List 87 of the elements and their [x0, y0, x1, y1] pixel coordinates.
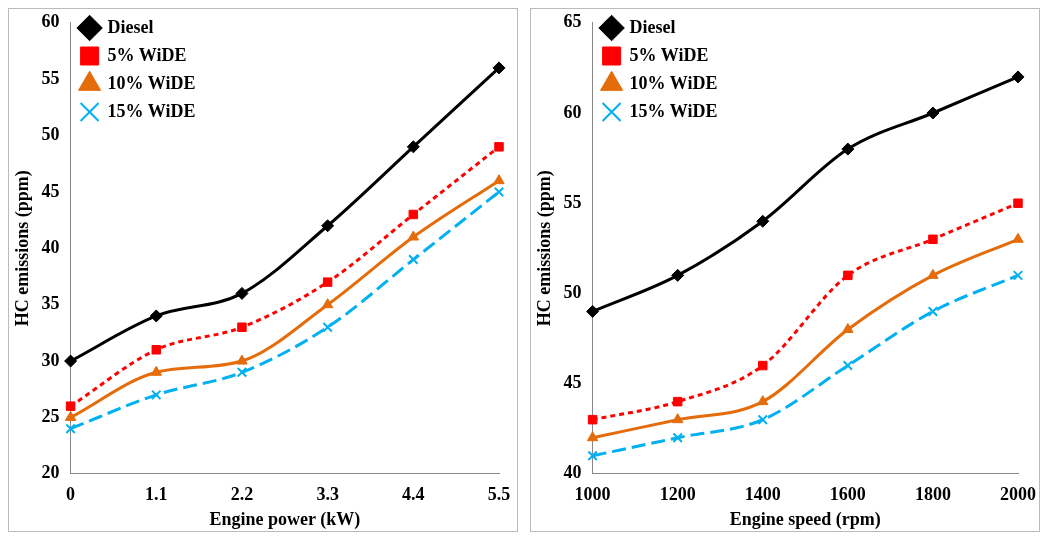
x-tick-label: 1600	[829, 484, 866, 505]
point	[842, 360, 854, 371]
x-tick-label: 3.3	[316, 484, 339, 505]
x-tick-label: 4.4	[402, 484, 425, 505]
y-tick-label: 40	[563, 462, 582, 483]
point	[671, 413, 684, 424]
y-axis-title: HC emissions (ppm)	[534, 170, 556, 327]
y-tick-label: 30	[41, 349, 60, 370]
legend-label: Diesel	[629, 16, 676, 37]
point	[493, 186, 505, 198]
y-tick-label: 45	[41, 180, 60, 201]
x-tick-label: 0	[66, 484, 76, 505]
y-tick-label: 60	[41, 11, 60, 32]
point	[235, 286, 249, 300]
point	[150, 365, 162, 376]
point	[407, 230, 420, 241]
y-tick-label: 50	[563, 282, 582, 303]
point	[492, 61, 506, 75]
point	[493, 174, 505, 185]
point	[236, 354, 248, 365]
point	[842, 322, 854, 333]
legend-label: Diesel	[107, 16, 154, 37]
x-tick-label: 1800	[914, 484, 951, 505]
point	[408, 254, 419, 265]
point	[928, 234, 938, 245]
point	[1013, 198, 1023, 208]
point	[406, 140, 420, 154]
point	[322, 321, 333, 333]
x-tick-label: 2000	[1000, 484, 1036, 505]
point	[64, 410, 77, 421]
point	[322, 277, 333, 287]
point	[65, 423, 76, 434]
x-tick-label: 1000	[574, 484, 611, 505]
point	[1012, 270, 1024, 281]
point	[65, 401, 76, 411]
y-tick-label: 45	[563, 372, 582, 393]
y-axis-title: HC emissions (ppm)	[12, 170, 34, 327]
x-tick-label: 1400	[744, 484, 781, 505]
point	[757, 395, 769, 406]
point	[756, 214, 770, 228]
y-tick-label: 20	[41, 462, 60, 483]
x-tick-label: 2.2	[230, 484, 254, 505]
y-tick-label: 60	[563, 101, 582, 122]
legend-label: 5% WiDE	[107, 44, 187, 65]
point	[926, 106, 940, 120]
point	[758, 360, 768, 371]
legend-label: 10% WiDE	[107, 72, 196, 93]
x-axis-title: Engine speed (rpm)	[729, 508, 881, 530]
point	[408, 209, 419, 220]
x-tick-label: 1200	[659, 484, 696, 505]
point	[927, 268, 939, 279]
point	[757, 414, 768, 425]
point	[1012, 232, 1024, 243]
point	[586, 304, 600, 318]
point	[321, 219, 335, 233]
point	[151, 389, 162, 401]
y-tick-label: 55	[563, 191, 582, 212]
point	[672, 396, 683, 407]
point	[672, 432, 683, 443]
point	[671, 268, 685, 282]
point	[64, 354, 78, 368]
legend-label: 15% WiDE	[107, 100, 196, 121]
point	[151, 345, 162, 355]
point	[586, 431, 599, 442]
legend-label: 10% WiDE	[629, 72, 718, 93]
point	[494, 142, 504, 152]
x-axis-title: Engine power (kW)	[209, 508, 361, 530]
y-tick-label: 25	[41, 406, 60, 427]
x-tick-label: 1.1	[145, 484, 168, 505]
point	[321, 298, 334, 309]
y-tick-label: 40	[41, 236, 60, 257]
y-tick-label: 65	[563, 11, 582, 32]
point	[149, 309, 163, 323]
point	[1011, 70, 1025, 84]
point	[587, 414, 598, 425]
legend-label: 15% WiDE	[629, 100, 718, 121]
point	[587, 450, 598, 461]
point	[843, 270, 853, 281]
point	[927, 306, 939, 317]
y-tick-label: 55	[41, 67, 60, 88]
y-tick-label: 35	[41, 293, 60, 314]
point	[841, 142, 855, 156]
y-tick-label: 50	[41, 124, 60, 145]
point	[237, 322, 247, 332]
legend-label: 5% WiDE	[629, 44, 709, 65]
x-tick-label: 5.5	[487, 484, 511, 505]
point	[236, 367, 248, 378]
